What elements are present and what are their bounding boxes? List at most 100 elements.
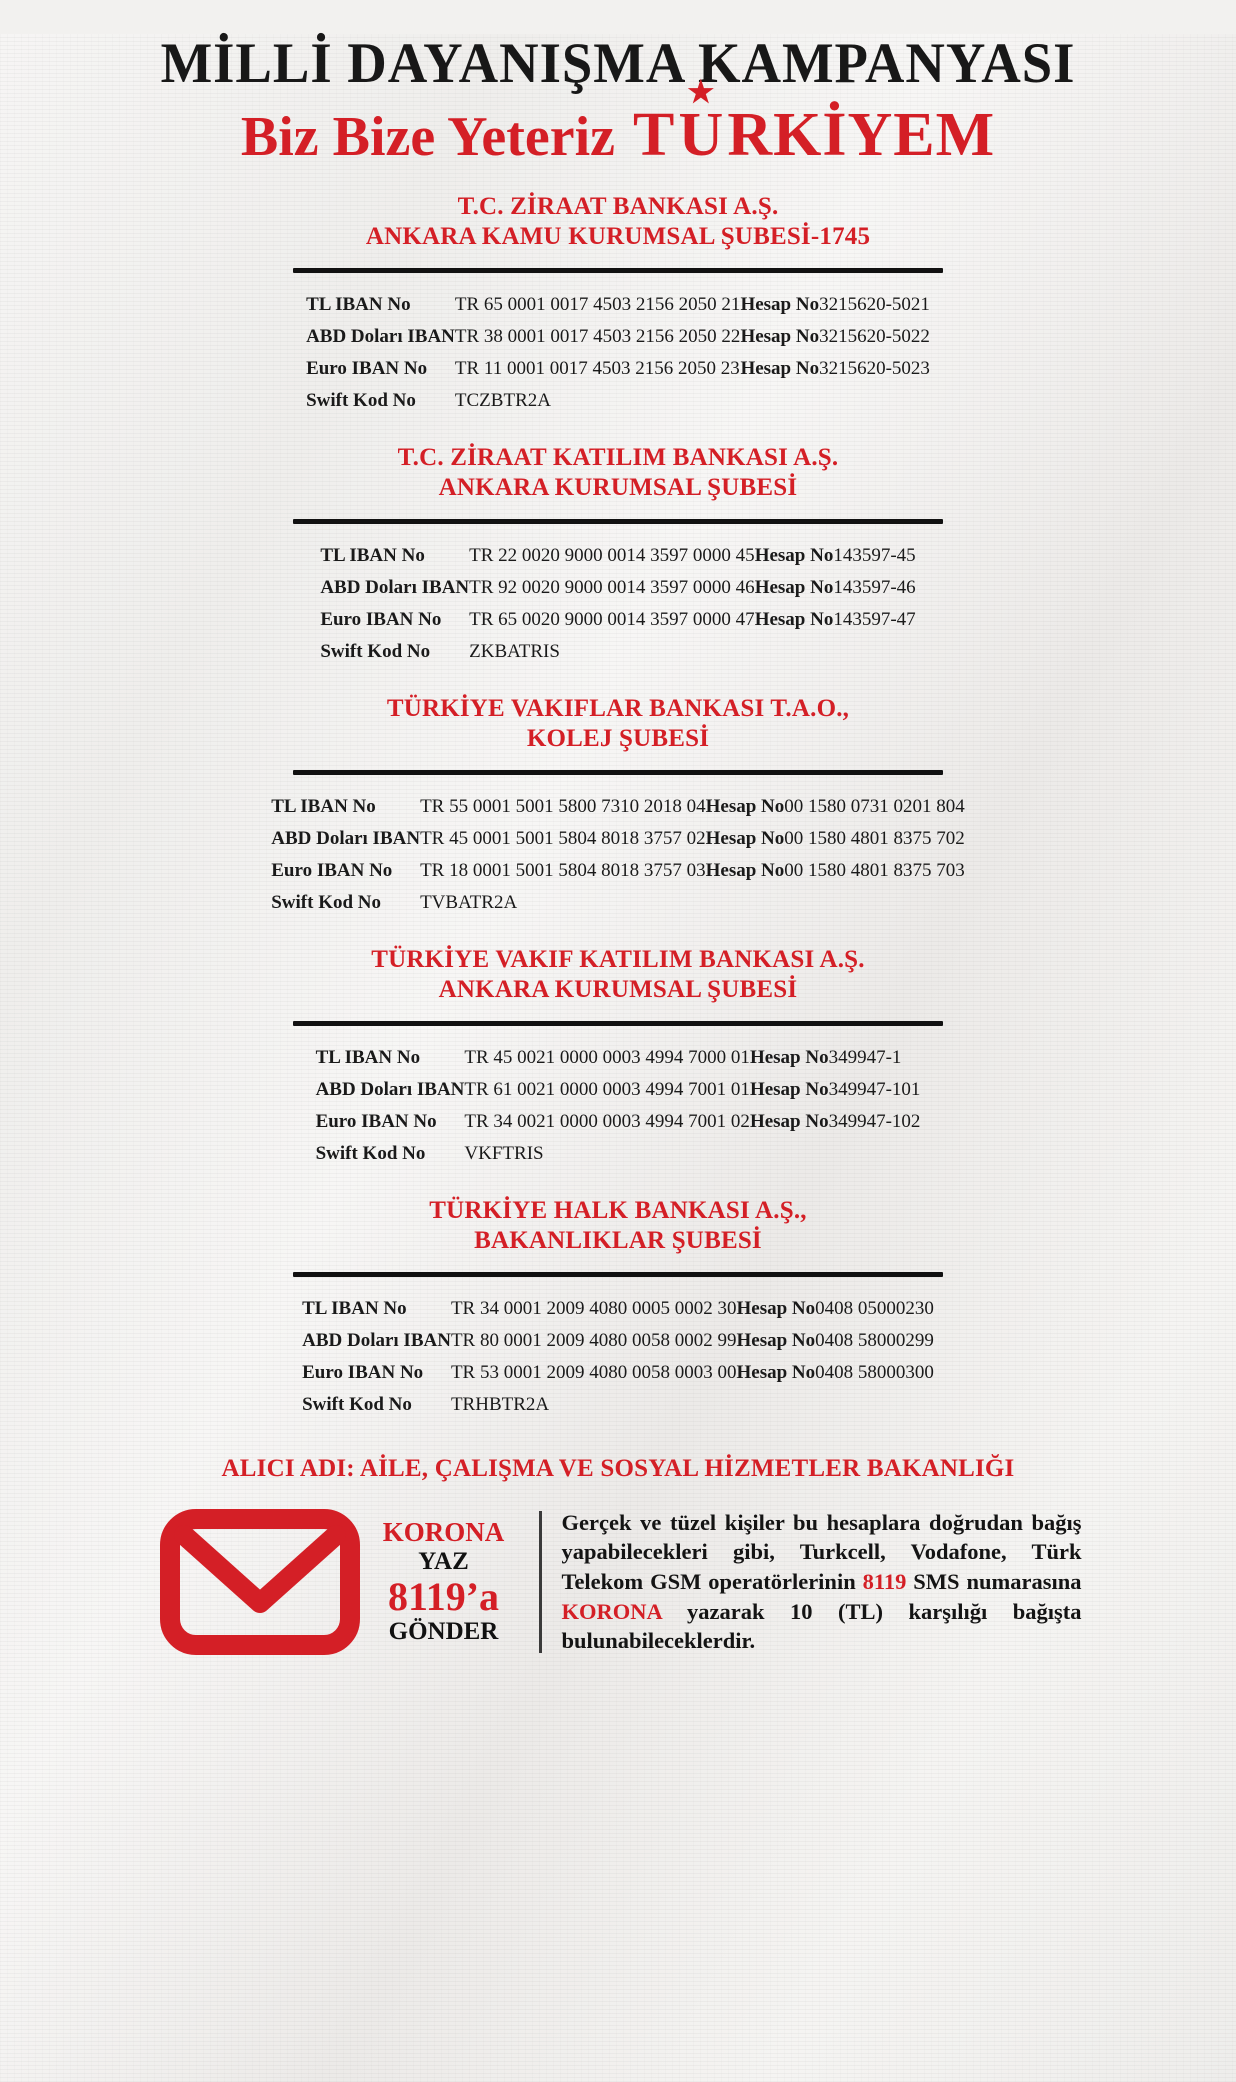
section-divider [293, 518, 943, 524]
bank-list: T.C. ZİRAAT BANKASI A.Ş. ANKARA KAMU KURU… [60, 192, 1176, 1421]
row-iban-value: VKFTRIS [464, 1142, 544, 1164]
sms-cta: KORONA YAZ 8119’a GÖNDER [365, 1519, 527, 1644]
account-table: TL IBAN No TR 55 0001 5001 5800 7310 2018… [271, 791, 965, 919]
row-hesap-label [750, 1138, 829, 1170]
row-iban-value: TRHBTR2A [450, 1393, 550, 1415]
row-label: ABD Doları IBAN [320, 576, 470, 598]
sms-keyword-inline: KORONA [561, 1598, 662, 1624]
row-hesap-value [784, 887, 965, 919]
row-iban-value: TVBATR2A [420, 891, 518, 913]
row-label: ABD Doları IBAN [271, 827, 421, 849]
vertical-divider [538, 1510, 542, 1653]
row-iban-value: TR 11 0001 0017 4503 2156 2050 23 [454, 357, 740, 379]
section-divider [293, 1020, 943, 1026]
row-label: Swift Kod No [302, 1393, 412, 1415]
sms-paragraph-part-3: yazarak 10 (TL) karşılığı bağışta buluna… [561, 1598, 1082, 1654]
table-row: Euro IBAN No TR 11 0001 0017 4503 2156 20… [306, 353, 930, 385]
row-hesap-value: 00 1580 4801 8375 703 [784, 859, 965, 881]
row-hesap-label: Hesap No [740, 357, 820, 379]
row-iban-value: TR 92 0020 9000 0014 3597 0000 46 [469, 576, 755, 598]
table-row: Swift Kod No TRHBTR2A [302, 1389, 934, 1421]
bank-name-line1: TÜRKİYE VAKIF KATILIM BANKASI A.Ş. [371, 945, 865, 973]
table-row: ABD Doları IBAN TR 80 0001 2009 4080 0058… [302, 1325, 934, 1357]
bank-name: TÜRKİYE VAKIFLAR BANKASI T.A.O., KOLEJ ŞU… [60, 694, 1176, 755]
row-hesap-label: Hesap No [740, 325, 820, 347]
section-divider [293, 1271, 943, 1277]
row-label: TL IBAN No [271, 795, 376, 817]
account-table: TL IBAN No TR 34 0001 2009 4080 0005 0002… [302, 1293, 934, 1421]
turkiyem-suffix: RKİYEM [727, 100, 996, 169]
bank-name-line2: BAKANLIKLAR ŞUBESİ [474, 1227, 762, 1255]
row-hesap-value [833, 636, 915, 668]
turkiyem-word: TÜU★RKİYEM [633, 77, 996, 169]
row-label: TL IBAN No [320, 544, 425, 566]
slogan-text: Biz Bize Yeteriz [240, 105, 616, 168]
bank-name-line1: T.C. ZİRAAT BANKASI A.Ş. [457, 192, 779, 220]
bank-name-line2: ANKARA KURUMSAL ŞUBESİ [438, 474, 798, 502]
row-label: ABD Doları IBAN [306, 325, 455, 347]
envelope-icon [155, 1507, 365, 1657]
table-row: TL IBAN No TR 65 0001 0017 4503 2156 2050… [306, 289, 930, 321]
sms-paragraph-part-1: Gerçek ve tüzel kişiler bu hesaplara doğ… [561, 1509, 1082, 1594]
poster-root: MİLLİ DAYANIŞMA KAMPANYASI Biz Bize Yete… [0, 34, 1236, 2082]
table-row: Swift Kod No ZKBATRIS [320, 636, 915, 668]
table-row: Euro IBAN No TR 34 0021 0000 0003 4994 70… [316, 1106, 921, 1138]
row-hesap-label: Hesap No [740, 293, 820, 315]
sms-explanation: Gerçek ve tüzel kişiler bu hesaplara doğ… [562, 1508, 1082, 1656]
row-label: Euro IBAN No [302, 1361, 424, 1383]
row-hesap-value: 00 1580 0731 0201 804 [784, 795, 965, 817]
table-row: Euro IBAN No TR 53 0001 2009 4080 0058 00… [302, 1357, 934, 1389]
table-row: TL IBAN No TR 45 0021 0000 0003 4994 7000… [316, 1042, 921, 1074]
row-hesap-value: 3215620-5021 [819, 293, 930, 315]
row-hesap-label: Hesap No [754, 576, 834, 598]
table-row: ABD Doları IBAN TR 45 0001 5001 5804 8018… [271, 823, 965, 855]
account-table: TL IBAN No TR 65 0001 0017 4503 2156 2050… [306, 289, 930, 417]
row-hesap-value: 143597-47 [833, 608, 916, 630]
row-label: Swift Kod No [306, 389, 416, 411]
bank-block: TÜRKİYE VAKIFLAR BANKASI T.A.O., KOLEJ ŞU… [60, 694, 1176, 919]
row-hesap-label: Hesap No [705, 859, 785, 881]
sms-keyword: KORONA [382, 1517, 505, 1548]
bank-name-line2: ANKARA KAMU KURUMSAL ŞUBESİ-1745 [365, 223, 871, 251]
row-hesap-value [819, 385, 930, 417]
account-table: TL IBAN No TR 22 0020 9000 0014 3597 0000… [320, 540, 915, 668]
bank-name-line1: T.C. ZİRAAT KATILIM BANKASI A.Ş. [397, 443, 839, 471]
row-label: Swift Kod No [315, 1142, 426, 1164]
u-with-star: ÜU★ [675, 77, 727, 166]
row-iban-value: TR 61 0021 0000 0003 4994 7001 01 [464, 1078, 750, 1100]
bank-name: T.C. ZİRAAT KATILIM BANKASI A.Ş. ANKARA K… [60, 443, 1176, 504]
row-iban-value: TR 65 0020 9000 0014 3597 0000 47 [469, 608, 755, 630]
row-iban-value: TR 65 0001 0017 4503 2156 2050 21 [454, 293, 741, 315]
row-label: TL IBAN No [315, 1046, 421, 1068]
campaign-slogan: Biz Bize Yeteriz TÜU★RKİYEM [60, 77, 1176, 169]
table-row: ABD Doları IBAN TR 92 0020 9000 0014 3597… [320, 572, 915, 604]
row-iban-value: TR 53 0001 2009 4080 0058 0003 00 [450, 1361, 737, 1383]
row-hesap-value: 3215620-5023 [819, 357, 930, 379]
row-iban-value: TR 55 0001 5001 5800 7310 2018 04 [420, 795, 706, 817]
row-hesap-value: 349947-1 [828, 1046, 902, 1068]
table-row: TL IBAN No TR 22 0020 9000 0014 3597 0000… [320, 540, 915, 572]
row-label: Euro IBAN No [271, 859, 393, 881]
row-hesap-label: Hesap No [736, 1297, 816, 1319]
section-divider [293, 769, 943, 775]
row-iban-value: TR 38 0001 0017 4503 2156 2050 22 [454, 325, 741, 347]
row-hesap-value: 00 1580 4801 8375 702 [784, 827, 965, 849]
row-hesap-label [706, 887, 785, 919]
row-iban-value: TR 34 0021 0000 0003 4994 7001 02 [464, 1110, 750, 1132]
row-label: Euro IBAN No [320, 608, 442, 630]
sms-donation-block: KORONA YAZ 8119’a GÖNDER Gerçek ve tüzel… [60, 1507, 1176, 1657]
row-hesap-label: Hesap No [705, 827, 785, 849]
row-label: ABD Doları IBAN [315, 1078, 465, 1100]
sms-shortcode-inline: 8119 [862, 1569, 907, 1594]
row-hesap-label [736, 1389, 815, 1421]
row-hesap-label: Hesap No [736, 1361, 816, 1383]
table-row: TL IBAN No TR 34 0001 2009 4080 0005 0002… [302, 1293, 934, 1325]
row-iban-value: TCZBTR2A [454, 389, 551, 411]
bank-name: TÜRKİYE HALK BANKASI A.Ş., BAKANLIKLAR ŞU… [60, 1196, 1176, 1257]
row-label: Euro IBAN No [315, 1110, 437, 1132]
row-label: TL IBAN No [306, 293, 411, 315]
row-hesap-label: Hesap No [736, 1329, 816, 1351]
page-title: MİLLİ DAYANIŞMA KAMPANYASI [160, 32, 1076, 95]
row-label: ABD Doları IBAN [302, 1329, 451, 1351]
turkiyem-prefix: T [633, 100, 676, 169]
